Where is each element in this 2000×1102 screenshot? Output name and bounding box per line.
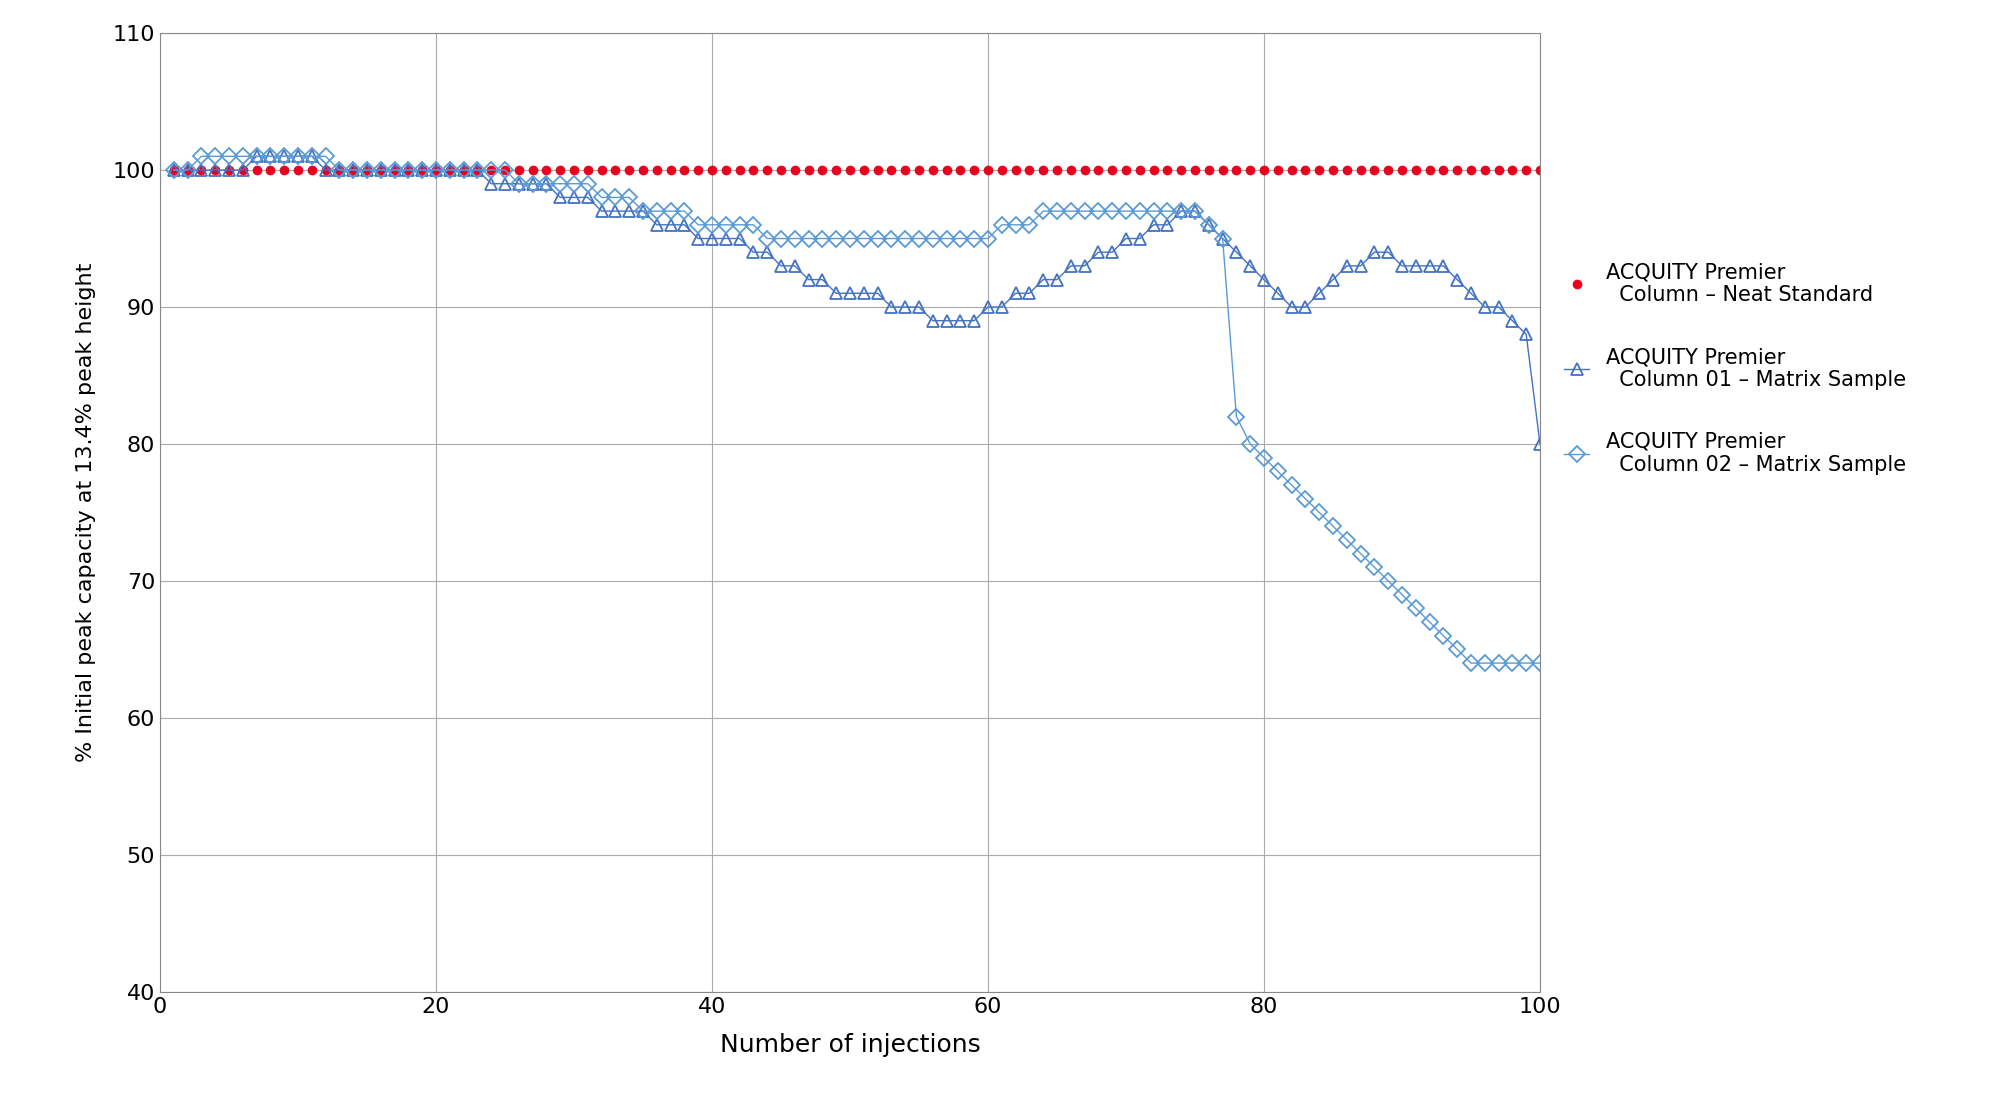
- ACQUITY Premier
  Column – Neat Standard: [162, 163, 186, 176]
- ACQUITY Premier
  Column 02 – Matrix Sample: [1486, 657, 1510, 670]
- ACQUITY Premier
  Column 02 – Matrix Sample: [1528, 657, 1552, 670]
- Y-axis label: % Initial peak capacity at 13.4% peak height: % Initial peak capacity at 13.4% peak he…: [76, 262, 96, 763]
- Line: ACQUITY Premier
  Column 02 – Matrix Sample: ACQUITY Premier Column 02 – Matrix Sampl…: [168, 151, 1546, 669]
- ACQUITY Premier
  Column 01 – Matrix Sample: [438, 163, 462, 176]
- Line: ACQUITY Premier
  Column – Neat Standard: ACQUITY Premier Column – Neat Standard: [170, 165, 1544, 174]
- ACQUITY Premier
  Column 01 – Matrix Sample: [880, 301, 904, 314]
- ACQUITY Premier
  Column – Neat Standard: [424, 163, 448, 176]
- ACQUITY Premier
  Column – Neat Standard: [866, 163, 890, 176]
- ACQUITY Premier
  Column 02 – Matrix Sample: [438, 163, 462, 176]
- ACQUITY Premier
  Column – Neat Standard: [1418, 163, 1442, 176]
- ACQUITY Premier
  Column 02 – Matrix Sample: [190, 150, 214, 163]
- Line: ACQUITY Premier
  Column 01 – Matrix Sample: ACQUITY Premier Column 01 – Matrix Sampl…: [168, 151, 1546, 450]
- ACQUITY Premier
  Column 02 – Matrix Sample: [162, 163, 186, 176]
- ACQUITY Premier
  Column 01 – Matrix Sample: [1472, 301, 1496, 314]
- ACQUITY Premier
  Column 02 – Matrix Sample: [1460, 657, 1484, 670]
- ACQUITY Premier
  Column 01 – Matrix Sample: [162, 163, 186, 176]
- ACQUITY Premier
  Column – Neat Standard: [480, 163, 504, 176]
- ACQUITY Premier
  Column 02 – Matrix Sample: [880, 231, 904, 245]
- ACQUITY Premier
  Column – Neat Standard: [976, 163, 1000, 176]
- ACQUITY Premier
  Column – Neat Standard: [1528, 163, 1552, 176]
- ACQUITY Premier
  Column – Neat Standard: [1460, 163, 1484, 176]
- ACQUITY Premier
  Column 02 – Matrix Sample: [990, 218, 1014, 231]
- ACQUITY Premier
  Column 01 – Matrix Sample: [990, 301, 1014, 314]
- Legend: ACQUITY Premier
  Column – Neat Standard, ACQUITY Premier
  Column 01 – Matrix S: ACQUITY Premier Column – Neat Standard, …: [1564, 262, 1906, 475]
- ACQUITY Premier
  Column 01 – Matrix Sample: [244, 150, 268, 163]
- ACQUITY Premier
  Column 02 – Matrix Sample: [492, 163, 516, 176]
- ACQUITY Premier
  Column 02 – Matrix Sample: [1432, 629, 1456, 642]
- ACQUITY Premier
  Column 01 – Matrix Sample: [492, 177, 516, 191]
- ACQUITY Premier
  Column 01 – Matrix Sample: [1432, 259, 1456, 272]
- X-axis label: Number of injections: Number of injections: [720, 1034, 980, 1057]
- ACQUITY Premier
  Column 01 – Matrix Sample: [1528, 437, 1552, 451]
